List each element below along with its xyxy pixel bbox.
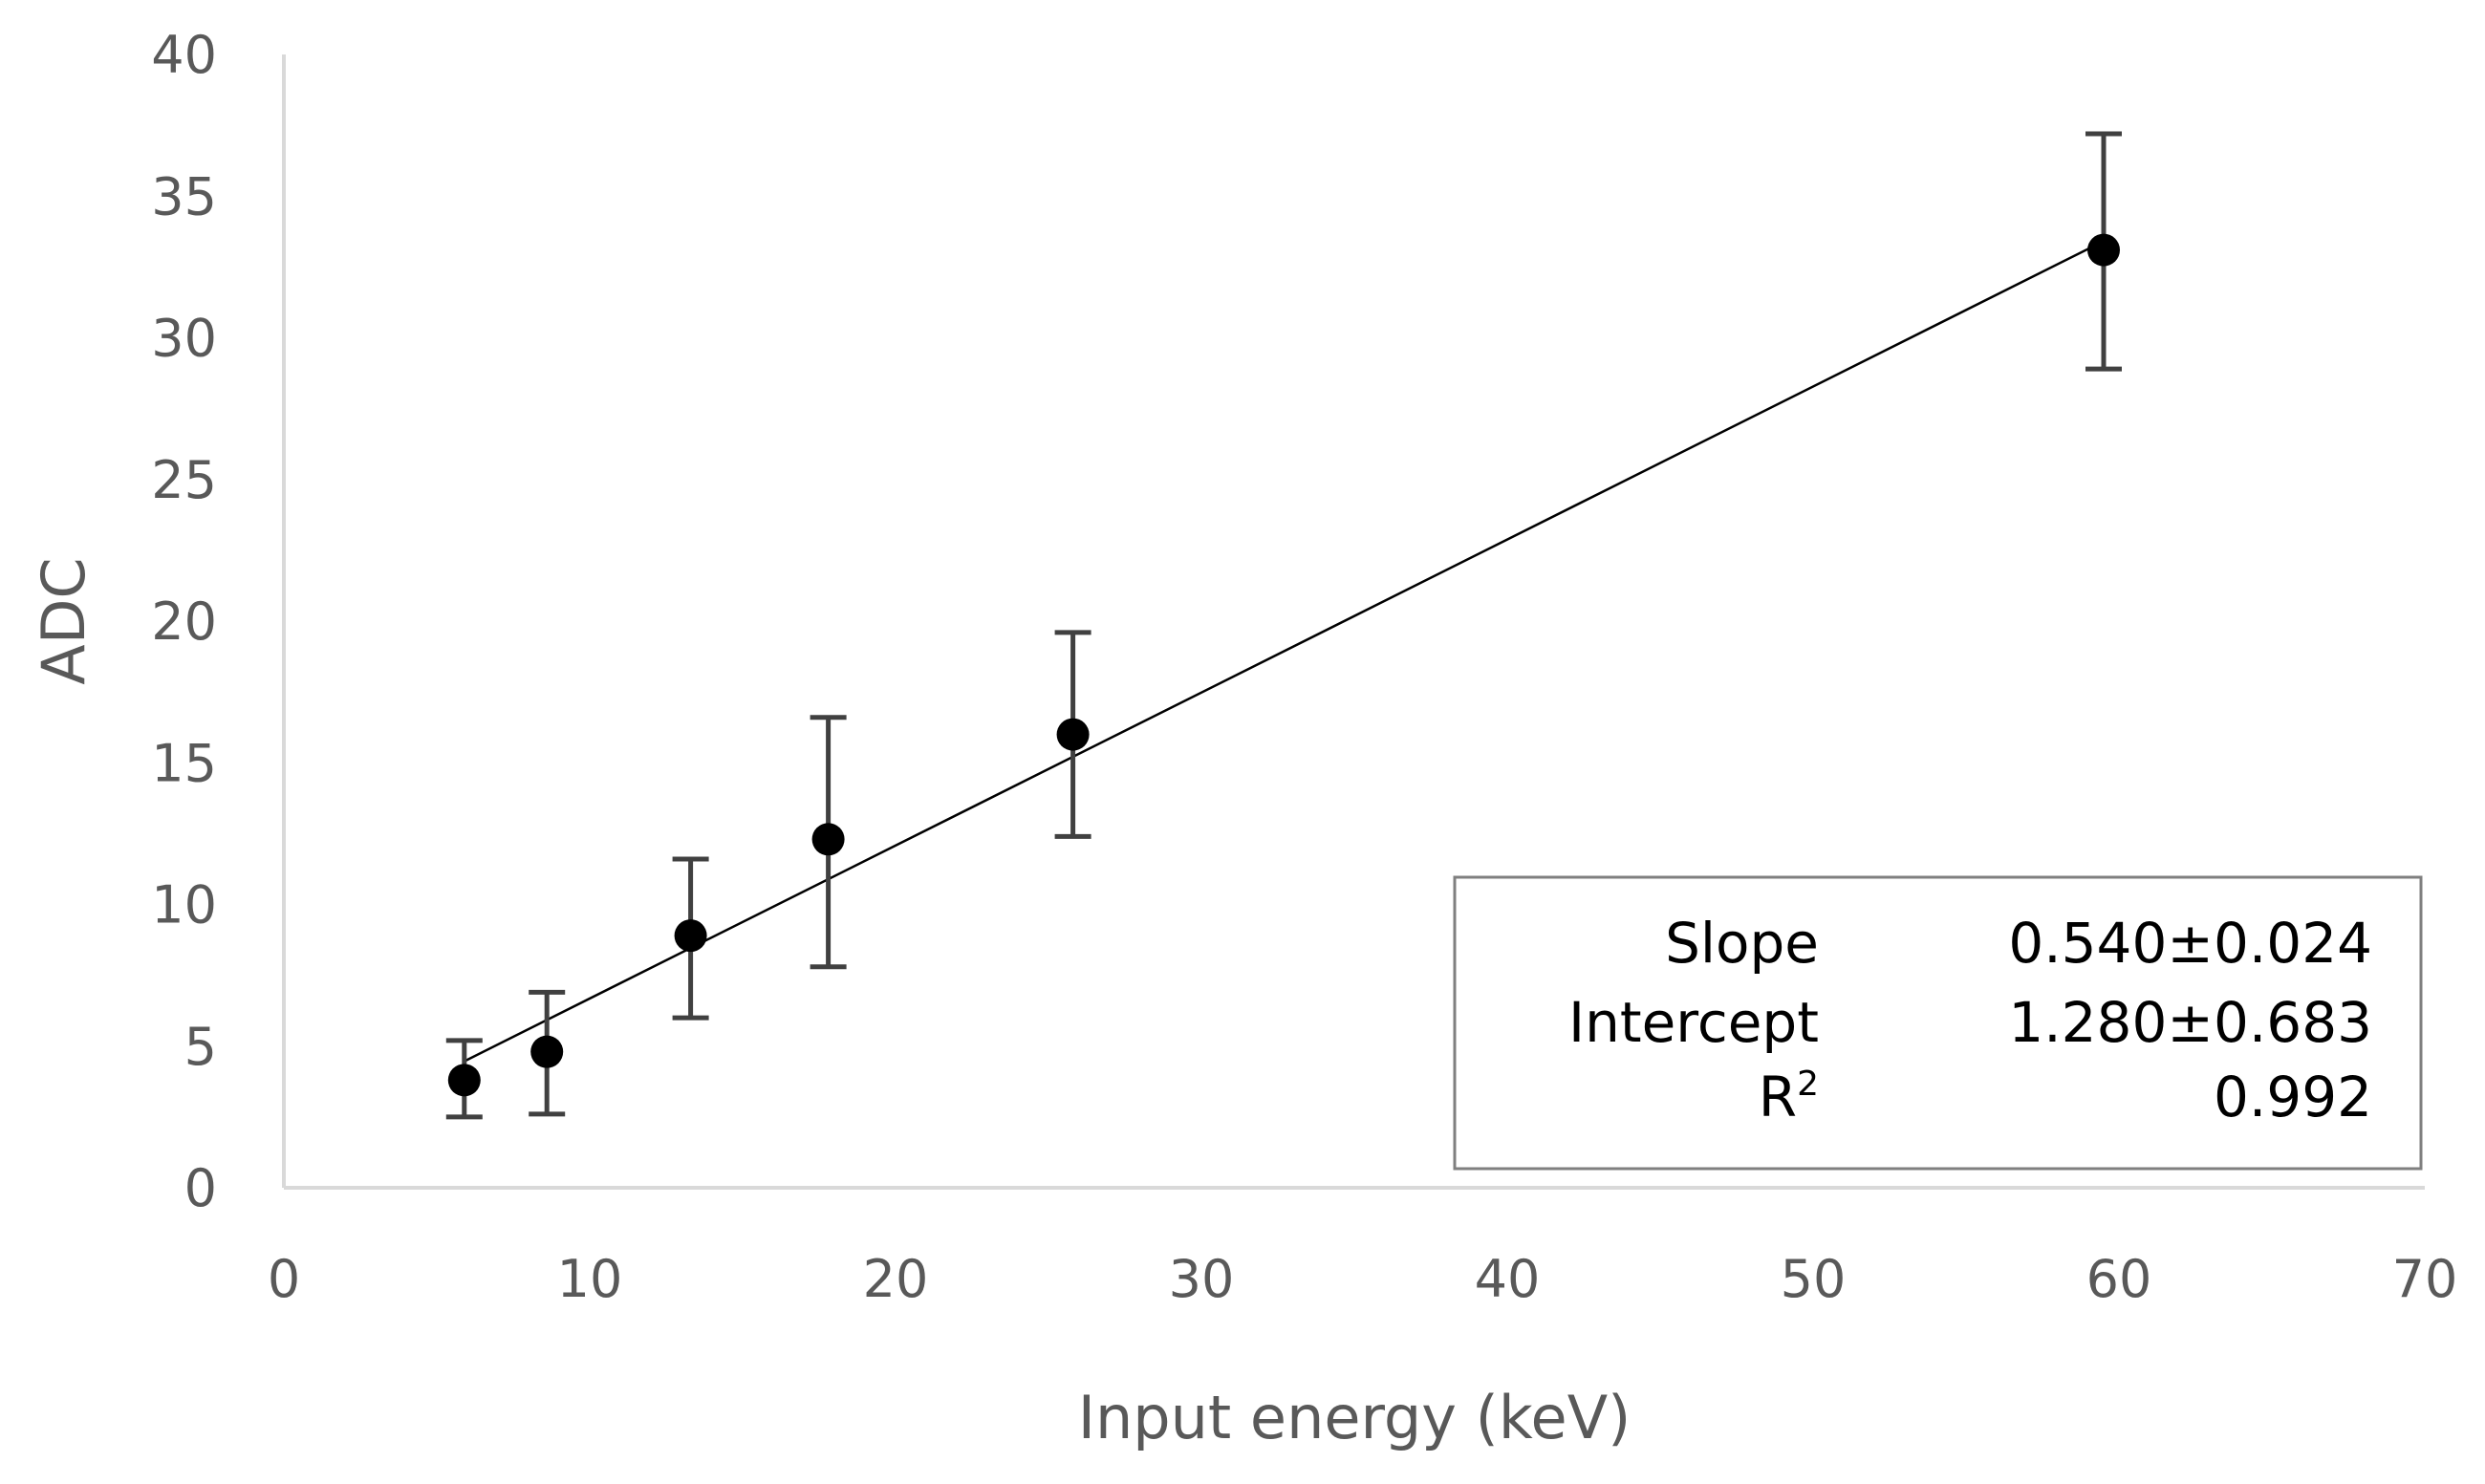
- slope-label: Slope: [1665, 911, 1819, 976]
- r-squared-value: 0.992: [2214, 1065, 2372, 1129]
- data-point: [447, 1064, 481, 1097]
- y-tick-label: 25: [151, 450, 217, 510]
- data-point: [811, 823, 845, 856]
- y-tick-label: 10: [151, 875, 217, 936]
- x-tick-label: 0: [268, 1249, 300, 1309]
- y-tick-label: 30: [151, 309, 217, 369]
- x-tick-label: 30: [1169, 1249, 1235, 1309]
- x-tick-label: 10: [557, 1249, 623, 1309]
- x-tick-label: 60: [2086, 1249, 2152, 1309]
- y-tick-label: 15: [151, 733, 217, 793]
- y-tick-label: 0: [184, 1158, 217, 1218]
- data-point: [530, 1035, 564, 1068]
- y-tick-label: 35: [151, 166, 217, 226]
- y-tick-label: 40: [151, 25, 217, 85]
- x-tick-labels: 0 10 20 30 40 50 60 70: [268, 1249, 2458, 1309]
- y-tick-labels: 0 5 10 15 20 25 30 35 40: [151, 25, 217, 1218]
- data-point: [674, 919, 707, 953]
- linear-fit-line: [464, 240, 2105, 1063]
- intercept-value: 1.280±0.683: [2008, 990, 2372, 1055]
- r-squared-label: R2: [1759, 1065, 1819, 1129]
- data-point: [2087, 233, 2120, 267]
- stats-box-frame: [1453, 875, 2423, 1171]
- y-axis-title: ADC: [29, 557, 98, 684]
- x-tick-label: 40: [1475, 1249, 1541, 1309]
- intercept-label: Intercept: [1568, 990, 1819, 1055]
- data-point: [1056, 718, 1090, 751]
- x-tick-label: 50: [1781, 1249, 1847, 1309]
- stats-box: Slope 0.540±0.024 Intercept 1.280±0.683 …: [1453, 875, 2423, 1171]
- x-tick-label: 20: [863, 1249, 929, 1309]
- x-axis-title: Input energy (keV): [1078, 1383, 1631, 1452]
- slope-value: 0.540±0.024: [2008, 911, 2372, 976]
- r-squared-label-sup: 2: [1797, 1065, 1819, 1104]
- r-squared-label-base: R: [1759, 1065, 1797, 1129]
- x-tick-label: 70: [2392, 1249, 2458, 1309]
- y-tick-label: 5: [184, 1017, 217, 1077]
- y-tick-label: 20: [151, 591, 217, 652]
- data-markers: [447, 233, 2120, 1097]
